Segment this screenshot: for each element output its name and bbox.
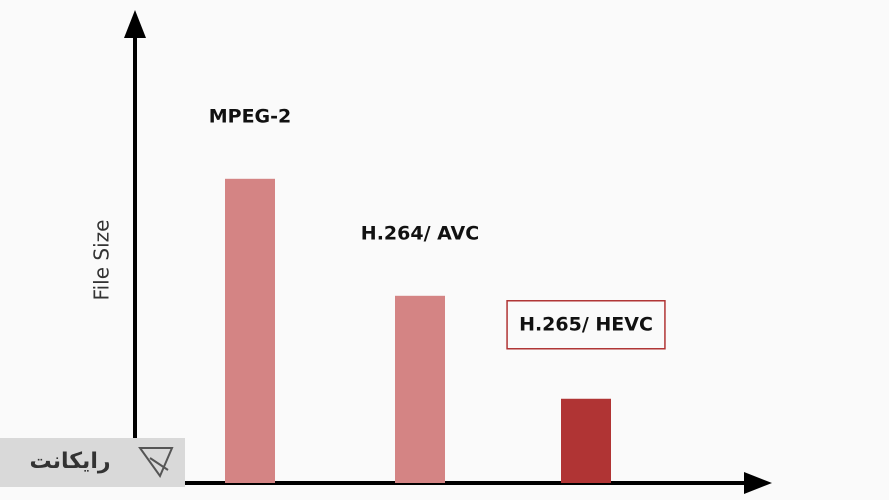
bar — [225, 178, 275, 484]
category-label: MPEG-2 — [209, 105, 292, 127]
bar — [395, 295, 445, 483]
watermark-logo — [138, 447, 174, 479]
category-label: H.265/ HEVC — [519, 313, 653, 335]
category-label: H.264/ AVC — [361, 222, 479, 244]
x-axis-arrow — [744, 472, 772, 494]
bar — [561, 398, 611, 483]
y-axis-arrow — [124, 10, 146, 38]
y-axis-label: File Size — [90, 220, 114, 301]
watermark-box — [0, 438, 185, 487]
watermark: رایکانت — [29, 449, 110, 474]
highlight-box — [506, 300, 666, 350]
